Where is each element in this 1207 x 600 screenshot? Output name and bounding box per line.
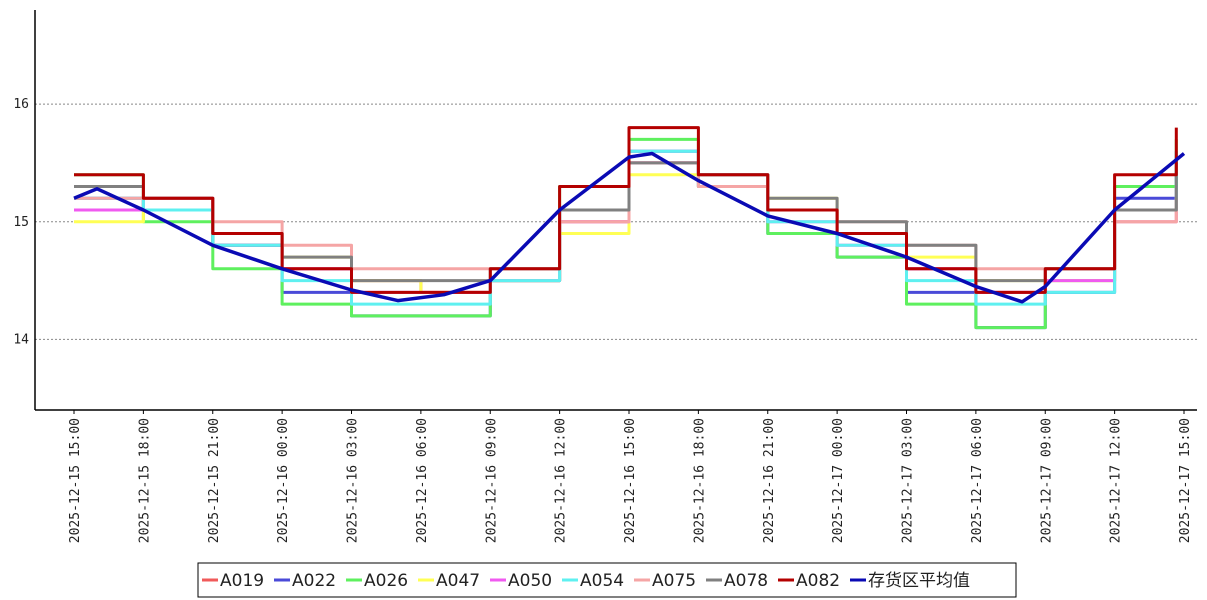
legend-label: A047 [436,571,480,591]
legend-label: A022 [292,571,336,591]
series-line-A019 [74,161,1178,294]
legend-label: A050 [508,571,552,591]
x-tick-label: 2025-12-16 09:00 [484,418,499,543]
y-tick-labels: 14 15 16 [13,97,29,347]
y-tick-label: 16 [13,97,29,112]
x-tick-label: 2025-12-16 15:00 [623,418,638,543]
legend-label: A075 [652,571,696,591]
legend-label: 存货区平均值 [868,571,970,591]
legend-box [197,562,1017,598]
x-tick-label: 2025-12-16 12:00 [554,418,569,543]
x-tick-label: 2025-12-16 03:00 [346,418,361,543]
legend-label: A019 [220,571,264,591]
axes [34,10,1197,411]
x-tick-label: 2025-12-15 21:00 [207,418,222,543]
x-tick-label: 2025-12-17 03:00 [901,418,916,543]
x-tick-label: 2025-12-17 00:00 [831,418,846,543]
x-tick-label: 2025-12-16 00:00 [276,418,291,543]
x-tick-labels: 2025-12-15 15:00 2025-12-15 18:00 2025-12-… [68,410,1193,543]
x-tick-label: 2025-12-17 12:00 [1109,418,1124,543]
x-tick-label: 2025-12-17 09:00 [1039,418,1054,543]
x-tick-label: 2025-12-17 15:00 [1178,418,1193,543]
legend-label: A054 [580,571,624,591]
x-tick-label: 2025-12-15 15:00 [68,418,83,543]
legend: A019 A022 A026 A047 A050 A054 A075 A078 A082 存货区平… [197,562,1017,598]
x-tick-label: 2025-12-17 06:00 [970,418,985,543]
plot-area [73,126,1186,330]
x-tick-label: 2025-12-16 18:00 [692,418,707,543]
x-tick-label: 2025-12-15 18:00 [137,418,152,543]
y-tick-label: 14 [13,332,29,347]
series-line-A022 [74,149,1178,330]
legend-label: A026 [364,571,408,591]
legend-label: A082 [796,571,840,591]
x-tick-label: 2025-12-16 21:00 [762,418,777,543]
x-tick-label: 2025-12-16 06:00 [415,418,430,543]
series-line-存货区平均值 [73,151,1186,304]
legend-label: A078 [724,571,768,591]
y-tick-label: 15 [13,215,29,230]
series-line-A050 [74,161,1178,294]
